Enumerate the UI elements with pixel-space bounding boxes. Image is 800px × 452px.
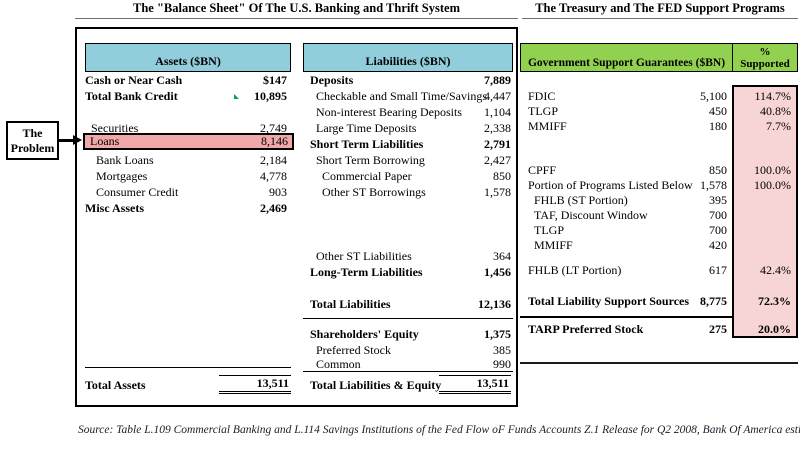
table-row: Other ST Liabilities 364 [316,249,511,263]
loans-highlight-row: Loans 8,146 [83,133,294,150]
liabilities-header: Liabilities ($BN) [303,43,513,72]
assets-column: Assets ($BN) Cash or Near Cash $147 Tota… [85,0,291,452]
table-row: Shareholders' Equity 1,375 [310,327,511,341]
table-row: TAF, Discount Window 700 [534,208,727,222]
pct-supported-header: % Supported [732,43,798,72]
support-column: FDIC 5,100 114.7% TLGP 450 40.8% MMIFF 1… [528,0,798,452]
table-row: Consumer Credit 903 [96,185,287,199]
assets-header: Assets ($BN) [85,43,291,72]
table-row: Other ST Borrowings 1,578 [322,185,511,199]
table-row: Securities 2,749 [91,121,287,135]
divider [520,362,798,364]
table-row: Checkable and Small Time/Savings 4,447 [316,89,511,103]
table-row: Commercial Paper 850 [322,169,511,183]
table-row: Total Liability Support Sources 8,775 72… [528,294,791,308]
table-row: Portion of Programs Listed Below 1,578 1… [528,178,791,192]
right-section-title: The Treasury and The FED Support Program… [522,1,798,19]
total-liabilities-equity-row: Total Liabilities & Equity 13,511 [310,375,511,394]
table-row: Large Time Deposits 2,338 [316,121,511,135]
comment-marker-icon [234,94,239,99]
divider [85,367,291,368]
table-row: Total Liabilities 12,136 [310,297,511,311]
pct-supported-highlight-box [732,85,798,338]
balance-sheet-border [75,27,518,407]
table-row: FHLB (LT Portion) 617 42.4% [528,263,791,277]
table-row: Total Bank Credit 10,895 [85,89,287,103]
divider [303,318,513,319]
table-row: Common 990 [316,357,511,371]
table-row: TLGP 450 40.8% [528,104,791,118]
table-row: Short Term Liabilities 2,791 [310,137,511,151]
divider [303,371,513,372]
left-section-title: The "Balance Sheet" Of The U.S. Banking … [75,1,518,19]
table-row: TLGP 700 [534,223,727,237]
table-row: Preferred Stock 385 [316,343,511,357]
table-row: MMIFF 180 7.7% [528,119,791,133]
table-row: Non-interest Bearing Deposits 1,104 [316,105,511,119]
arrow-icon [59,139,75,142]
arrow-head-icon [73,135,82,145]
total-assets-row: Total Assets 13,511 [85,375,291,394]
table-row: Deposits 7,889 [310,73,511,87]
support-header: Government Support Guarantees ($BN) [520,43,733,72]
problem-callout: The Problem [6,121,59,160]
liabilities-column: Liabilities ($BN) Deposits 7,889 Checkab… [303,0,513,452]
table-row: Mortgages 4,778 [96,169,287,183]
table-row: Cash or Near Cash $147 [85,73,287,87]
table-row: Misc Assets 2,469 [85,201,287,215]
source-note: Source: Table L.109 Commercial Banking a… [78,424,800,436]
divider [520,316,732,318]
table-row: Short Term Borrowing 2,427 [316,153,511,167]
table-row: FDIC 5,100 114.7% [528,89,791,103]
tarp-row: TARP Preferred Stock 275 20.0% [528,322,791,336]
table-row: Long-Term Liabilities 1,456 [310,265,511,279]
table-row: MMIFF 420 [534,238,727,252]
table-row: FHLB (ST Portion) 395 [534,193,727,207]
table-row: Bank Loans 2,184 [96,153,287,167]
table-row: CPFF 850 100.0% [528,163,791,177]
